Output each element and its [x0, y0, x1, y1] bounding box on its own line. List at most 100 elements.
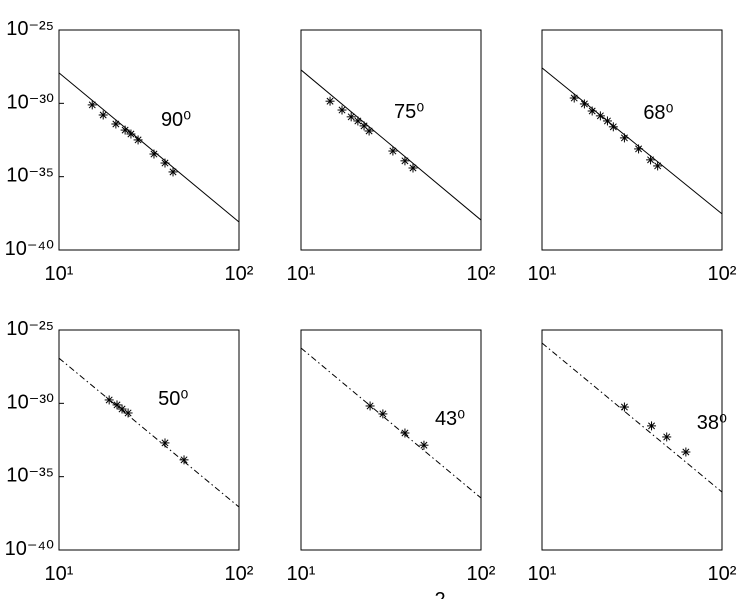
point-stroke — [588, 107, 596, 115]
point — [98, 110, 108, 120]
y-tick-label: 10⁻⁴⁰ — [5, 538, 54, 560]
axes-frame — [300, 29, 482, 251]
x-tick-label: 10¹ — [528, 263, 557, 285]
axes-frame — [541, 29, 723, 251]
x-tick-label: 10² — [225, 263, 254, 285]
plot-area — [301, 69, 481, 221]
point-stroke — [127, 130, 135, 138]
point — [87, 100, 97, 110]
x-tick-label: 10¹ — [45, 263, 74, 285]
point — [647, 421, 657, 431]
panel: 10¹ 10² 10⁻²⁵ 10⁻³⁰ 10⁻³⁵ 10⁻⁴⁰ 50⁰ — [5, 318, 254, 585]
plot-content — [59, 357, 239, 508]
point-stroke — [609, 123, 617, 131]
point — [653, 161, 663, 171]
point-stroke — [338, 106, 346, 114]
y-tick-label: 10⁻³⁵ — [6, 165, 54, 187]
fit-line — [59, 357, 239, 508]
point-stroke — [682, 448, 690, 456]
x-tick-label: 10² — [708, 263, 737, 285]
footer-text: 2 — [434, 589, 445, 599]
fit-line — [59, 72, 239, 223]
plot-content — [542, 67, 722, 215]
point — [400, 156, 410, 166]
point — [681, 447, 691, 457]
point — [364, 126, 374, 136]
point-stroke — [580, 100, 588, 108]
y-tick-label: 10⁻²⁵ — [6, 18, 54, 40]
point-stroke — [401, 429, 409, 437]
angle-annotation: 68⁰ — [643, 102, 673, 124]
point — [569, 93, 579, 103]
point-stroke — [124, 409, 132, 417]
axes-frame — [300, 329, 482, 551]
y-tick-label: 10⁻³⁰ — [7, 91, 54, 113]
x-tick-label: 10² — [708, 563, 737, 585]
point — [112, 400, 122, 410]
angle-annotation: 38⁰ — [697, 412, 727, 434]
point-stroke — [169, 168, 177, 176]
point-stroke — [161, 159, 169, 167]
x-tick-label: 10¹ — [287, 563, 316, 585]
point — [662, 432, 672, 442]
point — [619, 402, 629, 412]
point — [608, 122, 618, 132]
plot-area — [542, 342, 722, 493]
point-stroke — [161, 439, 169, 447]
point-stroke — [620, 134, 628, 142]
point-stroke — [150, 150, 158, 158]
plot-content — [301, 347, 481, 499]
point-stroke — [180, 456, 188, 464]
x-tick-label: 10¹ — [45, 563, 74, 585]
point — [179, 455, 189, 465]
point-stroke — [635, 145, 643, 153]
point — [133, 135, 143, 145]
panel: 10¹ 10² 43⁰ — [287, 329, 496, 585]
angle-annotation: 50⁰ — [158, 388, 188, 410]
angle-annotation: 75⁰ — [394, 101, 424, 123]
x-tick-label: 10¹ — [528, 563, 557, 585]
y-tick-label: 10⁻²⁵ — [6, 318, 54, 340]
panel: 10¹ 10² 10⁻²⁵ 10⁻³⁰ 10⁻³⁵ 10⁻⁴⁰ 90⁰ — [5, 18, 254, 285]
y-tick-label: 10⁻³⁵ — [6, 465, 54, 487]
y-tick-label: 10⁻⁴⁰ — [5, 238, 54, 260]
plot-content — [542, 342, 722, 493]
panel: 10¹ 10² 68⁰ — [528, 29, 737, 285]
fit-line — [542, 67, 722, 215]
axes-frame — [541, 329, 723, 551]
x-tick-label: 10² — [225, 563, 254, 585]
angle-annotation: 43⁰ — [435, 408, 465, 430]
point-stroke — [113, 401, 121, 409]
point — [388, 146, 398, 156]
axes-frame — [58, 329, 240, 551]
point — [325, 96, 335, 106]
point — [378, 409, 388, 419]
panel: 10¹ 10² 75⁰ — [287, 29, 496, 285]
point-stroke — [648, 422, 656, 430]
angle-annotation: 90⁰ — [161, 109, 191, 131]
point-stroke — [105, 396, 113, 404]
plot-content — [301, 69, 481, 221]
point — [646, 155, 656, 165]
point — [337, 105, 347, 115]
point-stroke — [118, 405, 126, 413]
point-stroke — [409, 164, 417, 172]
fit-line — [542, 342, 722, 493]
point — [123, 408, 133, 418]
x-tick-label: 10² — [467, 563, 496, 585]
plot-area — [59, 357, 239, 508]
point — [104, 395, 114, 405]
x-tick-label: 10² — [467, 263, 496, 285]
fit-line — [301, 347, 481, 499]
point — [111, 119, 121, 129]
y-tick-label: 10⁻³⁰ — [7, 391, 54, 413]
plot-area — [59, 72, 239, 223]
point — [126, 129, 136, 139]
fit-line — [301, 69, 481, 221]
axes-frame — [58, 29, 240, 251]
point-stroke — [88, 101, 96, 109]
point-stroke — [347, 113, 355, 121]
point — [168, 167, 178, 177]
point — [346, 112, 356, 122]
